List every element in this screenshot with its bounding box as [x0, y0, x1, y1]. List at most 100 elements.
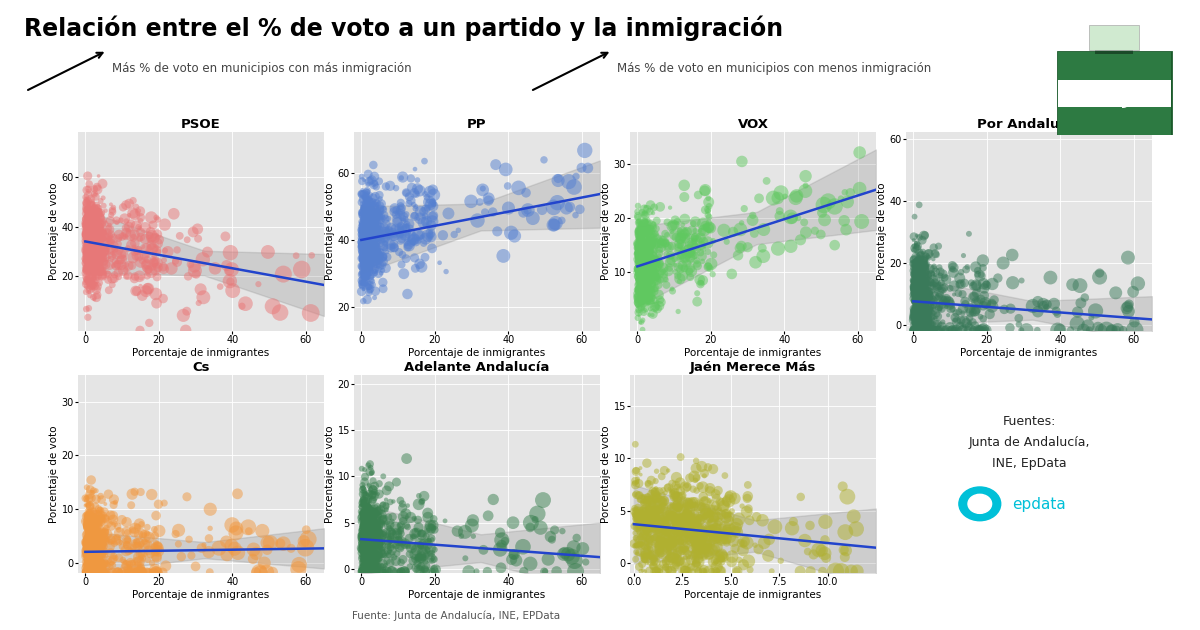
Point [358, 495, 377, 505]
Point [85, 564, 104, 574]
Point [358, 237, 377, 247]
Point [696, 541, 715, 551]
Point [359, 278, 378, 289]
Point [362, 530, 382, 541]
Point [354, 516, 373, 526]
Point [80, 290, 100, 301]
Point [678, 503, 697, 513]
Point [92, 229, 112, 239]
Point [92, 557, 112, 567]
Point [908, 307, 928, 317]
Point [356, 549, 376, 559]
Point [88, 567, 107, 577]
Point [914, 261, 934, 271]
Point [84, 264, 103, 274]
Point [904, 261, 923, 271]
Point [906, 325, 925, 335]
Point [358, 505, 377, 515]
Point [564, 542, 583, 553]
Point [913, 316, 932, 326]
Point [353, 240, 372, 250]
Point [376, 243, 395, 253]
Point [647, 566, 666, 576]
Point [263, 567, 282, 577]
Point [674, 546, 694, 556]
Point [356, 226, 376, 236]
Point [752, 515, 772, 525]
Point [566, 171, 586, 181]
Point [80, 229, 100, 239]
Point [437, 266, 456, 277]
Point [682, 239, 701, 249]
Point [352, 239, 371, 249]
Point [916, 325, 935, 335]
Point [89, 222, 108, 232]
Point [199, 547, 218, 557]
Point [107, 244, 126, 255]
Point [695, 226, 714, 236]
Point [643, 561, 662, 571]
Point [360, 566, 379, 576]
Point [658, 512, 677, 522]
Point [86, 537, 106, 547]
Point [906, 302, 925, 312]
Point [353, 227, 372, 238]
Point [360, 265, 379, 275]
Point [762, 566, 781, 576]
Point [394, 213, 413, 223]
Point [914, 314, 934, 324]
Point [361, 227, 380, 238]
Point [76, 205, 95, 215]
Point [356, 222, 376, 232]
Point [83, 567, 102, 577]
Point [708, 548, 727, 558]
Point [968, 269, 988, 279]
Point [371, 239, 390, 249]
Point [396, 539, 415, 549]
Point [644, 561, 664, 571]
Point [82, 239, 101, 249]
Point [354, 510, 373, 520]
Point [88, 541, 107, 551]
Point [367, 233, 386, 243]
Point [911, 278, 930, 288]
Point [359, 246, 378, 256]
Point [88, 557, 107, 567]
Point [648, 274, 667, 284]
Point [365, 205, 384, 215]
Point [86, 556, 106, 566]
Point [358, 210, 377, 220]
Point [182, 551, 202, 561]
Point [905, 325, 924, 335]
Point [691, 550, 710, 560]
Point [637, 237, 656, 247]
Point [648, 265, 667, 275]
Point [640, 295, 659, 306]
Point [82, 249, 101, 259]
Point [83, 546, 102, 556]
Point [640, 519, 659, 529]
Point [910, 306, 929, 316]
Point [391, 525, 410, 536]
Point [96, 532, 115, 542]
Point [947, 324, 966, 335]
Point [407, 527, 426, 537]
Point [661, 546, 680, 556]
Point [914, 300, 934, 310]
Point [356, 238, 376, 248]
Point [673, 532, 692, 542]
Point [636, 226, 655, 236]
Point [79, 215, 98, 225]
Point [362, 554, 382, 564]
Point [410, 554, 430, 564]
Point [637, 227, 656, 238]
Point [358, 213, 377, 223]
Point [648, 547, 667, 558]
Point [636, 251, 655, 261]
Point [643, 220, 662, 230]
Point [289, 559, 308, 570]
Point [365, 481, 384, 491]
Point [85, 275, 104, 285]
Point [714, 552, 733, 562]
Point [352, 530, 371, 541]
